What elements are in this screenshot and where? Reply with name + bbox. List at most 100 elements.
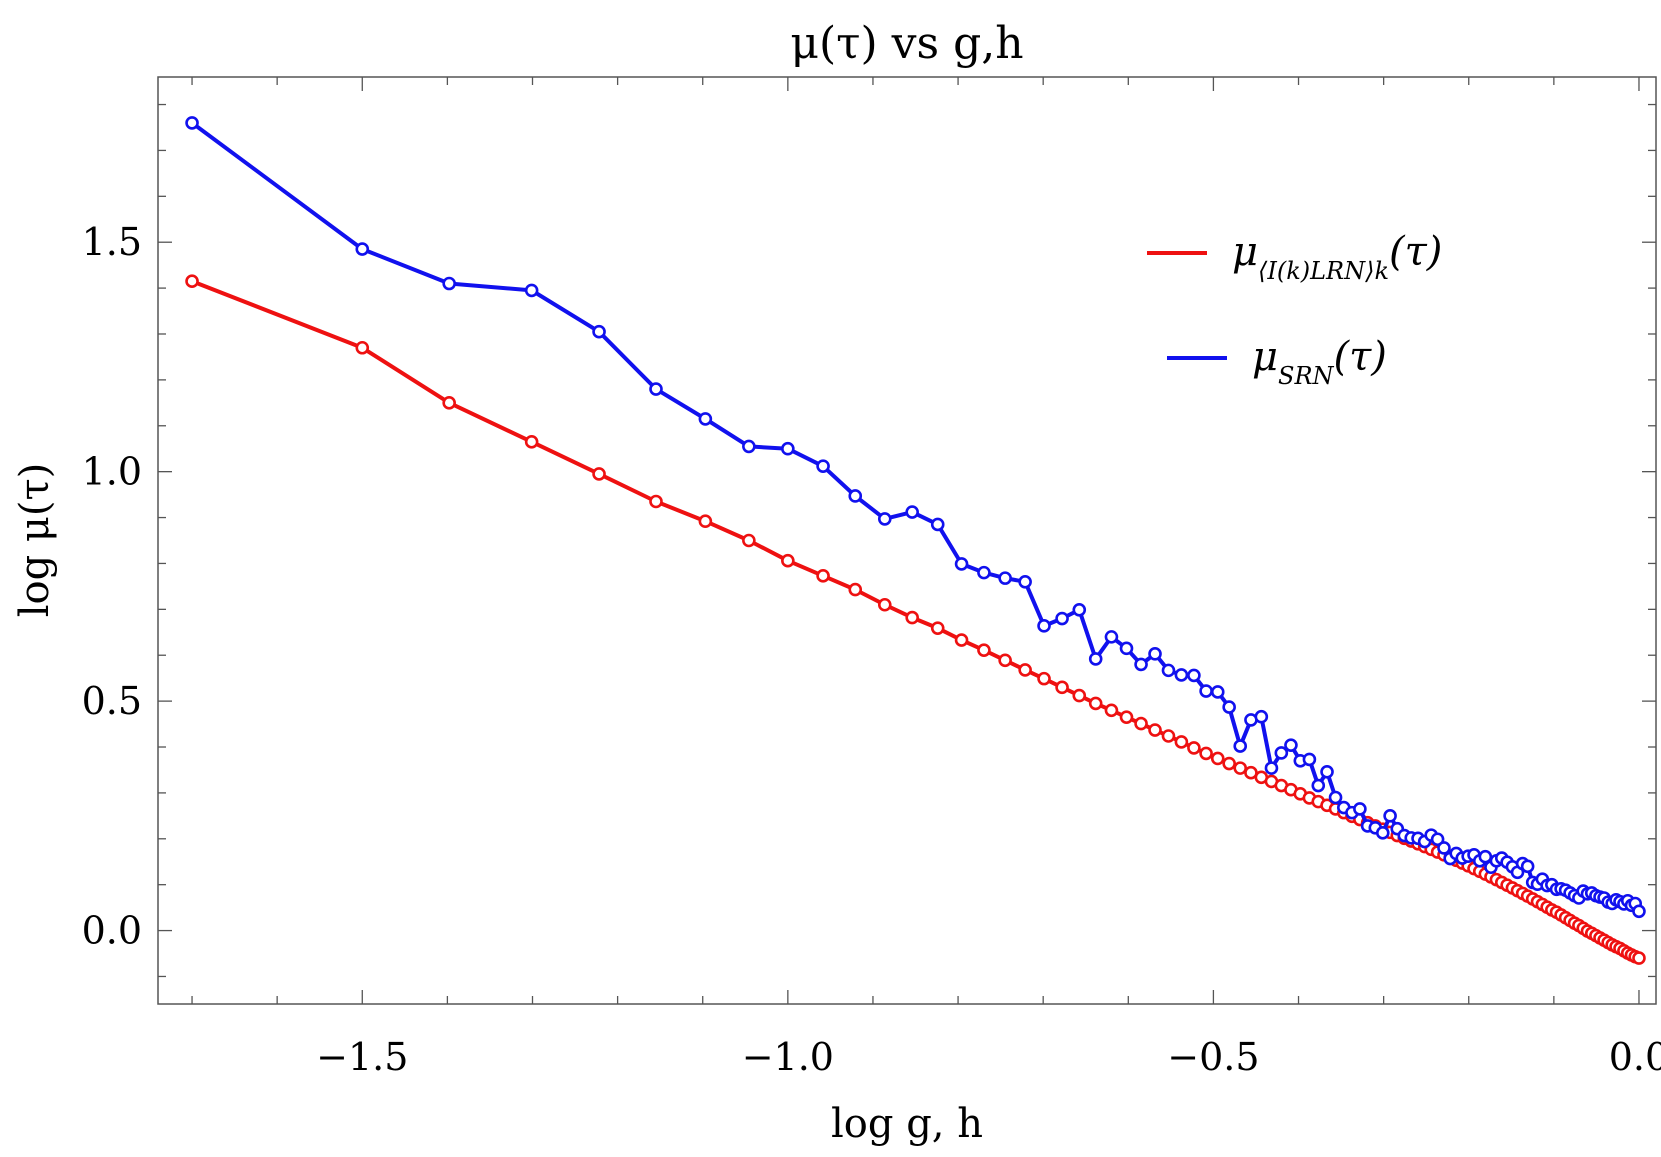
data-point (998, 571, 1012, 585)
legend-label: μSRN(τ) (1252, 334, 1387, 390)
data-point (781, 441, 795, 456)
data-point (1375, 826, 1390, 840)
y-tick-label: 1.5 (82, 220, 142, 264)
data-point (877, 512, 892, 526)
data-point (848, 582, 863, 597)
data-point (1161, 663, 1176, 678)
data-point (1254, 709, 1269, 724)
y-tick-label: 0.5 (82, 679, 142, 723)
series-lrn (185, 274, 1646, 965)
legend-label-tail: (τ) (1334, 334, 1387, 380)
x-axis-ticks: −1.5 −1.0 −0.5 0.0 (191, 77, 1661, 1079)
data-point (1088, 696, 1103, 711)
data-point (1632, 951, 1646, 965)
data-point (1274, 746, 1289, 760)
data-point (1199, 746, 1213, 761)
data-point (592, 467, 606, 481)
x-tick-label: −1.0 (742, 1035, 834, 1079)
data-point (1520, 859, 1535, 874)
data-point (930, 621, 945, 635)
data-point (977, 565, 991, 580)
legend-label-main: μ (1232, 229, 1258, 275)
data-point (442, 276, 456, 291)
series-srn (185, 116, 1646, 919)
data-point (905, 505, 919, 519)
data-point (930, 517, 945, 532)
data-point (954, 557, 969, 571)
data-point (816, 569, 830, 583)
data-point (1264, 761, 1279, 775)
data-point (355, 340, 370, 355)
y-axis-ticks: 0.0 0.5 1.0 1.5 (82, 103, 1656, 978)
data-point (1187, 741, 1201, 755)
series-layer (185, 116, 1646, 965)
data-point (1328, 790, 1343, 805)
data-point (1311, 778, 1326, 793)
data-point (1134, 657, 1148, 672)
data-point (698, 412, 713, 426)
data-point (1174, 735, 1189, 749)
data-point (1148, 647, 1162, 661)
data-point (1037, 671, 1051, 686)
legend-item-srn: μSRN(τ) (1167, 334, 1387, 390)
data-point (1222, 700, 1236, 714)
data-point (1018, 575, 1032, 589)
data-point (1199, 684, 1213, 698)
data-point (1119, 641, 1134, 656)
y-tick-label: 1.0 (82, 450, 142, 494)
data-point (905, 610, 919, 625)
x-axis-title: log g, h (831, 1101, 983, 1147)
data-point (442, 396, 456, 410)
legend-label-sub: SRN (1278, 362, 1335, 390)
x-tick-label: −1.5 (316, 1035, 408, 1079)
data-point (1210, 685, 1225, 699)
data-point (1072, 688, 1087, 703)
data-point (1353, 802, 1367, 816)
data-point (1210, 751, 1225, 766)
data-point (1072, 602, 1087, 617)
data-point (649, 382, 663, 396)
data-point (1222, 756, 1236, 771)
data-point (742, 439, 756, 454)
y-axis-title: log μ(τ) (12, 463, 58, 618)
data-point (1430, 832, 1445, 847)
data-point (649, 494, 663, 509)
data-point (524, 283, 539, 298)
data-point (1055, 611, 1069, 626)
data-point (954, 633, 969, 647)
data-point (742, 533, 756, 548)
data-point (1104, 630, 1119, 644)
legend-label-tail: (τ) (1389, 229, 1442, 275)
data-point (1088, 652, 1103, 666)
data-point (1055, 680, 1069, 695)
data-point (1018, 663, 1032, 677)
data-point (592, 324, 606, 339)
data-point (1119, 710, 1134, 724)
data-point (1104, 703, 1119, 718)
legend-label-main: μ (1252, 334, 1278, 380)
x-tick-label: 0.0 (1609, 1035, 1661, 1079)
data-point (1383, 809, 1397, 823)
data-point (1437, 841, 1451, 855)
data-point (1302, 752, 1317, 767)
x-tick-label: −0.5 (1167, 1035, 1259, 1079)
data-point (1478, 849, 1493, 864)
data-point (816, 459, 830, 473)
data-point (1161, 729, 1176, 743)
data-point (877, 597, 892, 612)
y-tick-label: 0.0 (82, 909, 142, 953)
legend-label-sub: ⟨I(k)LRN⟩k (1258, 257, 1389, 285)
chart-title: μ(τ) vs g,h (790, 18, 1023, 69)
legend: μ⟨I(k)LRN⟩k(τ)μSRN(τ) (1147, 229, 1442, 390)
legend-label: μ⟨I(k)LRN⟩k(τ) (1232, 229, 1442, 285)
data-point (1174, 668, 1189, 682)
data-point (1037, 619, 1051, 633)
data-point (1148, 723, 1162, 737)
data-point (1632, 904, 1646, 919)
data-point (524, 435, 539, 449)
data-point (1233, 761, 1248, 775)
data-point (1284, 738, 1298, 752)
data-point (1134, 716, 1148, 731)
legend-item-lrn: μ⟨I(k)LRN⟩k(τ) (1147, 229, 1442, 285)
